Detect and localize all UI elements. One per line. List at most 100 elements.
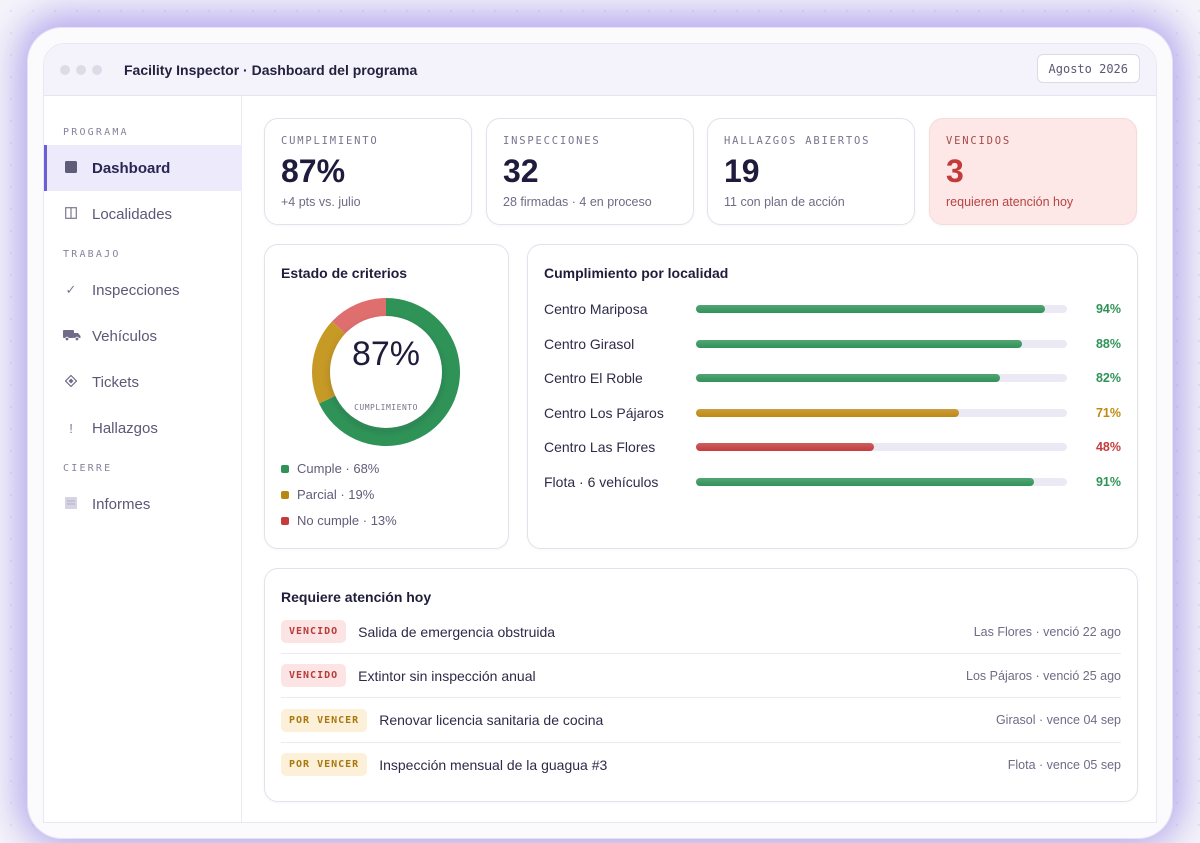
attention-row[interactable]: VENCIDO Salida de emergencia obstruida Las… [281,610,1121,654]
nav-section-cierre: CIERRE [63,463,113,474]
kpi-subtext: 11 con plan de acción [724,195,845,209]
location-bar-fill [696,478,1034,486]
location-name: Centro Mariposa [544,301,648,317]
location-name: Flota · 6 vehículos [544,474,659,490]
sidebar-item-label: Hallazgos [92,419,158,437]
window-dot-minimize[interactable] [76,64,86,75]
kpi-subtext: +4 pts vs. julio [281,195,361,209]
sidebar-item-localidades[interactable]: Localidades [44,191,242,237]
donut-center: 87% CUMPLIMIENTO [311,297,461,447]
nav-section-programa: PROGRAMA [63,127,129,138]
location-row[interactable]: Flota · 6 vehículos 91% [544,472,1121,492]
grid-icon [63,160,79,176]
attention-text: Inspección mensual de la guagua #3 [379,756,608,773]
sidebar-item-label: Informes [92,495,151,513]
kpi-subtext: requieren atención hoy [946,195,1074,209]
device-frame: Facility Inspector · Dashboard del progr… [28,28,1172,838]
kpi-value: 87% [281,153,346,189]
window-controls [60,64,102,75]
sidebar-item-label: Inspecciones [92,281,180,299]
app-title: Facility Inspector · Dashboard del progr… [124,61,418,78]
exclamation-icon: ! [69,420,73,436]
location-bar-track [696,478,1067,486]
location-row[interactable]: Centro Mariposa 94% [544,299,1121,319]
status-badge: VENCIDO [281,620,347,643]
location-bar-fill [696,408,960,417]
sidebar-item-inspecciones[interactable]: ✓ Inspecciones [44,267,242,313]
sidebar-item-label: Localidades [92,205,173,223]
legend-swatch [281,464,289,473]
legend-swatch [281,490,289,499]
sidebar-item-label: Tickets [92,373,139,391]
donut-hole [330,316,442,428]
sidebar-item-vehiculos[interactable]: Vehículos [44,313,242,359]
attention-row[interactable]: POR VENCER Inspección mensual de la guagu… [281,743,1121,787]
legend-item-cumple: Cumple · 68% [281,461,379,476]
location-percent: 71% [1095,405,1121,420]
sidebar-item-informes[interactable]: Informes [44,481,242,527]
location-bar-track [696,339,1067,348]
app-window: Facility Inspector · Dashboard del progr… [43,43,1157,823]
location-bar-fill [696,305,1045,313]
main-content: CUMPLIMIENTO 87% +4 pts vs. julio INSPEC… [242,96,1156,822]
locations-title: Cumplimiento por localidad [544,265,729,281]
location-percent: 82% [1095,371,1121,386]
donut-center-caption: CUMPLIMIENTO [354,403,418,412]
report-icon [63,496,79,512]
period-selector[interactable]: Agosto 2026 [1036,54,1140,83]
location-name: Centro Los Pájaros [544,404,664,421]
status-badge: VENCIDO [281,664,347,688]
columns-icon [63,206,79,222]
donut-segment-parcial [312,321,346,404]
location-bar-track [696,408,1067,417]
location-row[interactable]: Centro Girasol 88% [544,334,1121,354]
criteria-donut: 87% CUMPLIMIENTO [311,297,461,447]
location-percent: 48% [1095,440,1121,455]
location-percent: 94% [1095,302,1121,316]
kpi-label: VENCIDOS [946,135,1011,147]
attention-meta: Las Flores · venció 22 ago [973,624,1121,639]
donut-segment-no-cumple [332,298,386,335]
sidebar-item-tickets[interactable]: Tickets [44,359,242,405]
donut-chart [312,298,460,446]
attention-meta: Los Pájaros · venció 25 ago [966,668,1121,683]
location-name: Centro Girasol [544,335,635,352]
location-percent: 88% [1095,336,1121,351]
location-bar-track [696,305,1067,313]
kpi-subtext: 28 firmadas · 4 en proceso [503,195,652,209]
kpi-value: 3 [946,153,964,189]
location-bar-fill [696,374,1001,383]
kpi-label: HALLAZGOS ABIERTOS [724,135,871,147]
location-row[interactable]: Centro Los Pájaros 71% [544,403,1121,423]
title-bar: Facility Inspector · Dashboard del progr… [44,44,1156,96]
sidebar: PROGRAMA Dashboard Localidades TRABAJO ✓… [44,96,242,822]
location-percent: 91% [1095,475,1121,489]
sidebar-item-dashboard[interactable]: Dashboard [44,145,242,191]
kpi-card-inspecciones[interactable]: INSPECCIONES 32 28 firmadas · 4 en proce… [486,118,694,225]
location-bar-fill [696,443,875,452]
location-bar-track [696,374,1067,383]
sidebar-item-hallazgos[interactable]: ! Hallazgos [44,405,242,451]
location-row[interactable]: Centro Las Flores 48% [544,437,1121,457]
legend-label: Parcial · 19% [297,487,375,502]
attention-row[interactable]: VENCIDO Extintor sin inspección anual Los … [281,654,1121,699]
attention-row[interactable]: POR VENCER Renovar licencia sanitaria de … [281,699,1121,743]
attention-text: Renovar licencia sanitaria de cocina [379,712,604,729]
attention-title: Requiere atención hoy [281,589,432,605]
donut-center-value: 87% [351,335,421,373]
attention-card: Requiere atención hoy VENCIDO Salida de e… [264,568,1138,802]
window-dot-close[interactable] [60,64,70,75]
kpi-card-hallazgos[interactable]: HALLAZGOS ABIERTOS 19 11 con plan de acc… [707,118,915,225]
window-dot-maximize[interactable] [92,64,102,75]
legend-item-no-cumple: No cumple · 13% [281,513,397,528]
location-row[interactable]: Centro El Roble 82% [544,368,1121,388]
kpi-card-vencidos[interactable]: VENCIDOS 3 requieren atención hoy [929,118,1137,225]
sidebar-item-label: Dashboard [92,159,171,177]
attention-text: Salida de emergencia obstruida [358,623,556,640]
location-name: Centro Las Flores [544,439,656,456]
sidebar-item-label: Vehículos [92,327,158,345]
check-icon: ✓ [65,282,77,297]
legend-label: No cumple · 13% [297,513,397,528]
kpi-card-cumplimiento[interactable]: CUMPLIMIENTO 87% +4 pts vs. julio [264,118,472,225]
status-badge: POR VENCER [281,753,368,777]
